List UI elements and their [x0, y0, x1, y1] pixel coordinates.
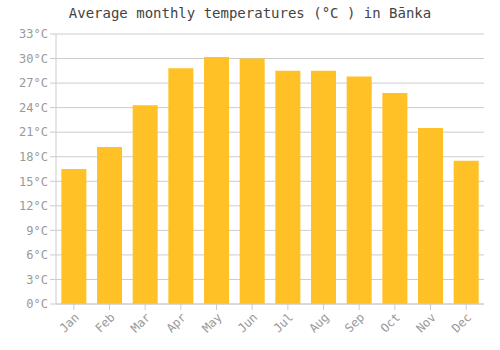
svg-text:3°C: 3°C [26, 273, 48, 287]
svg-text:12°C: 12°C [19, 199, 48, 213]
svg-text:9°C: 9°C [26, 224, 48, 238]
svg-text:Jul: Jul [271, 310, 296, 335]
svg-text:6°C: 6°C [26, 248, 48, 262]
svg-text:21°C: 21°C [19, 125, 48, 139]
svg-text:Apr: Apr [164, 310, 189, 335]
svg-text:18°C: 18°C [19, 150, 48, 164]
svg-text:Jan: Jan [57, 310, 82, 335]
svg-text:24°C: 24°C [19, 101, 48, 115]
svg-text:Dec: Dec [449, 310, 474, 335]
svg-text:Sep: Sep [342, 310, 367, 335]
svg-text:May: May [199, 310, 224, 335]
svg-text:33°C: 33°C [19, 27, 48, 41]
svg-text:Nov: Nov [413, 310, 438, 335]
svg-text:Mar: Mar [128, 310, 153, 335]
svg-text:Aug: Aug [306, 310, 331, 335]
svg-text:27°C: 27°C [19, 76, 48, 90]
svg-text:15°C: 15°C [19, 175, 48, 189]
html-text:Average monthly temperatures (: Average monthly temperatures (°C ) in Bā… [68, 5, 432, 21]
svg-text:0°C: 0°C [26, 297, 48, 311]
svg-text:30°C: 30°C [19, 52, 48, 66]
svg-text:Oct: Oct [378, 310, 403, 335]
svg-text:Jun: Jun [235, 310, 260, 335]
svg-text:Feb: Feb [92, 310, 117, 335]
